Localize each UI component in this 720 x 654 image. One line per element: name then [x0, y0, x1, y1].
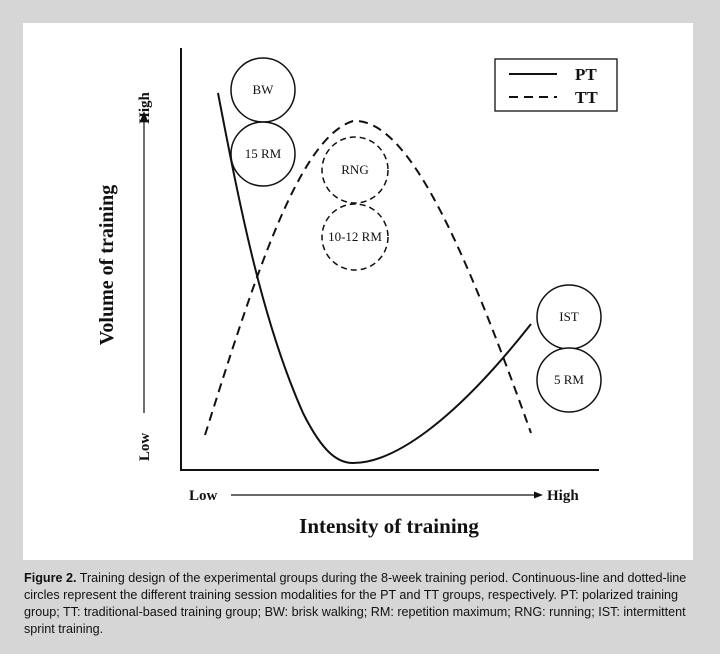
pt-circle-15rm: [230, 121, 296, 187]
x-axis-low-label: Low: [189, 488, 218, 504]
pt-circle-ist-label: IST: [559, 309, 579, 324]
x-axis-high-label: High: [547, 488, 579, 504]
legend-box: [494, 58, 618, 112]
figure-panel: High Volume of training Low Low High Int…: [23, 23, 693, 560]
tt-circle-rng: [321, 136, 389, 204]
tt-circle-rng-label: RNG: [341, 162, 368, 177]
x-axis-arrowhead: [534, 491, 543, 499]
legend-tt-label: TT: [575, 88, 598, 107]
y-axis-low-label: Low: [137, 433, 153, 462]
pt-circle-bw-label: BW: [253, 82, 275, 97]
y-axis-title: Volume of training: [96, 185, 118, 345]
caption-text: Training design of the experimental grou…: [24, 571, 687, 636]
figure-caption: Figure 2. Training design of the experim…: [24, 570, 704, 638]
training-diagram: High Volume of training Low Low High Int…: [96, 48, 618, 538]
y-axis-arrowhead: [140, 111, 148, 120]
tt-circle-10-12rm: [321, 203, 389, 271]
tt-curve: [204, 119, 532, 436]
pt-circle-5rm: [536, 347, 602, 413]
y-axis-high-label: High: [137, 92, 153, 124]
pt-curve: [217, 92, 532, 465]
caption-label: Figure 2.: [24, 571, 77, 585]
x-axis-title: Intensity of training: [299, 514, 479, 538]
pt-circle-15rm-label: 15 RM: [245, 146, 282, 161]
tt-circle-10-12rm-label: 10-12 RM: [328, 229, 382, 244]
legend-pt-label: PT: [575, 65, 597, 84]
pt-circle-5rm-label: 5 RM: [554, 372, 584, 387]
